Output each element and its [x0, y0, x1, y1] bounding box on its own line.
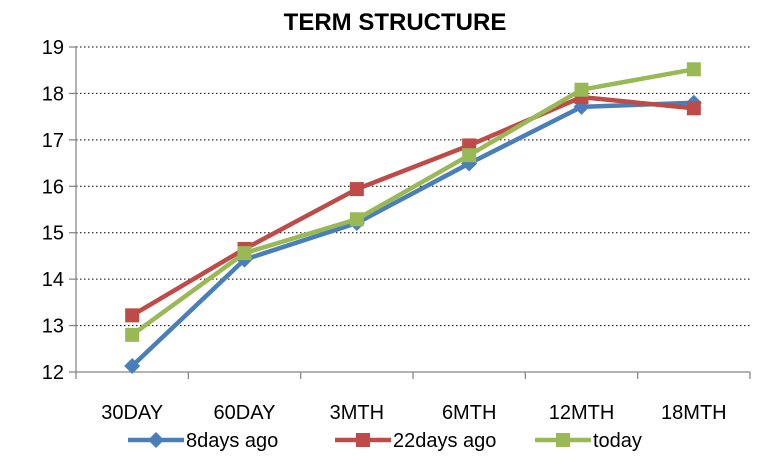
data-point — [125, 308, 140, 323]
y-tick-label: 13 — [42, 316, 64, 338]
data-point — [349, 182, 364, 197]
series-line — [130, 67, 695, 337]
data-point — [574, 82, 589, 97]
data-point — [686, 101, 701, 116]
series-2 — [125, 90, 701, 323]
legend-entry: 22days ago — [335, 430, 496, 452]
x-tick-label: 6MTH — [442, 402, 496, 424]
y-tick-label: 16 — [42, 176, 64, 198]
x-tick-label: 30DAY — [101, 402, 163, 424]
chart-title: TERM STRUCTURE — [284, 9, 507, 36]
series-3 — [125, 62, 701, 342]
legend-label: today — [593, 430, 642, 452]
y-tick-label: 19 — [42, 37, 64, 59]
legend-entry: 8days ago — [128, 430, 278, 452]
data-point — [237, 246, 252, 261]
data-point — [686, 62, 701, 77]
legend-marker — [556, 433, 570, 447]
legend-marker — [148, 432, 164, 448]
legend-entry: today — [535, 430, 642, 452]
series-line — [131, 94, 695, 318]
axes — [69, 46, 751, 379]
data-point — [462, 148, 477, 163]
x-tick-labels: 30DAY 60DAY 3MTH 6MTH 12MTH 18MTH — [101, 402, 726, 424]
y-tick-label: 15 — [42, 223, 64, 245]
data-point — [349, 212, 364, 227]
series-line — [130, 100, 694, 368]
y-tick-label: 18 — [42, 83, 64, 105]
series-lines — [124, 62, 702, 374]
y-tick-label: 14 — [42, 269, 64, 291]
x-tick-label: 3MTH — [330, 402, 384, 424]
x-tick-label: 60DAY — [214, 402, 276, 424]
data-point — [125, 327, 140, 342]
series-1 — [124, 94, 702, 374]
x-tick-label: 12MTH — [549, 402, 615, 424]
legend-label: 8days ago — [186, 430, 278, 452]
data-point — [124, 357, 141, 374]
legend-label: 22days ago — [393, 430, 496, 452]
legend-marker — [356, 433, 370, 447]
y-tick-labels: 12 13 14 15 16 17 18 19 — [42, 37, 64, 384]
y-tick-label: 17 — [42, 130, 64, 152]
x-tick-label: 18MTH — [661, 402, 727, 424]
legend: 8days ago 22days ago today — [128, 430, 642, 452]
y-tick-label: 12 — [42, 362, 64, 384]
